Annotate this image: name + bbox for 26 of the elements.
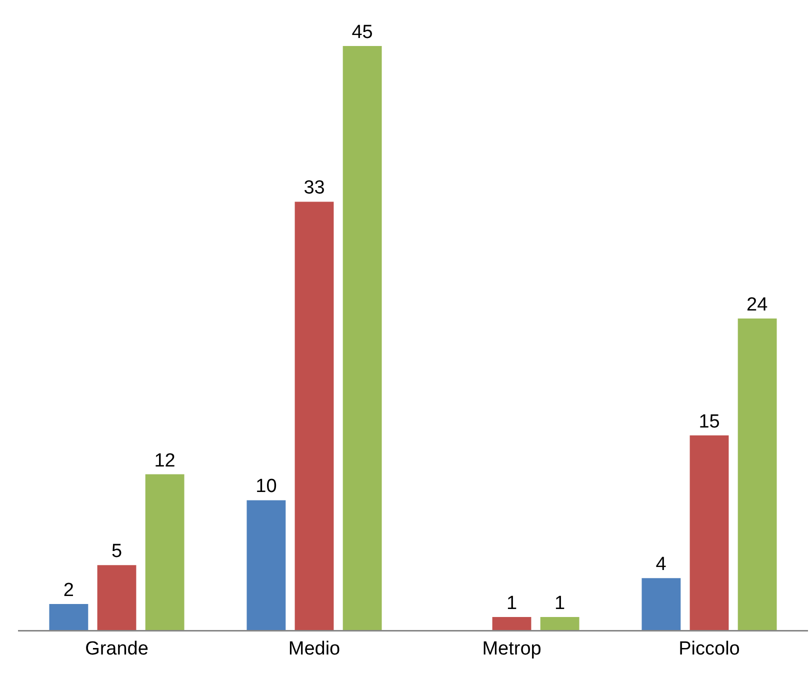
data-label: 2 <box>63 580 74 602</box>
bar <box>145 474 184 630</box>
bar <box>97 565 136 630</box>
data-label: 1 <box>506 593 518 614</box>
data-label: 15 <box>698 411 720 432</box>
bar <box>540 617 580 630</box>
data-label: 1 <box>554 593 566 614</box>
data-label: 45 <box>352 22 373 43</box>
bar <box>49 604 88 630</box>
x-tick-label: Medio <box>288 638 340 660</box>
data-label: 4 <box>656 554 667 576</box>
bar <box>738 318 777 630</box>
data-label: 24 <box>746 294 768 316</box>
bar <box>246 500 286 630</box>
data-label: 33 <box>304 178 325 199</box>
bar <box>690 435 729 630</box>
data-label: 10 <box>256 476 277 498</box>
bar <box>642 578 681 630</box>
data-label: 12 <box>154 450 176 472</box>
data-label: 5 <box>111 541 122 562</box>
x-tick-label: Metrop <box>482 638 542 660</box>
x-tick-label: Grande <box>85 638 148 660</box>
bar <box>492 617 532 630</box>
bar <box>342 46 382 630</box>
x-tick-label: Piccolo <box>678 638 740 660</box>
bar <box>294 202 334 630</box>
